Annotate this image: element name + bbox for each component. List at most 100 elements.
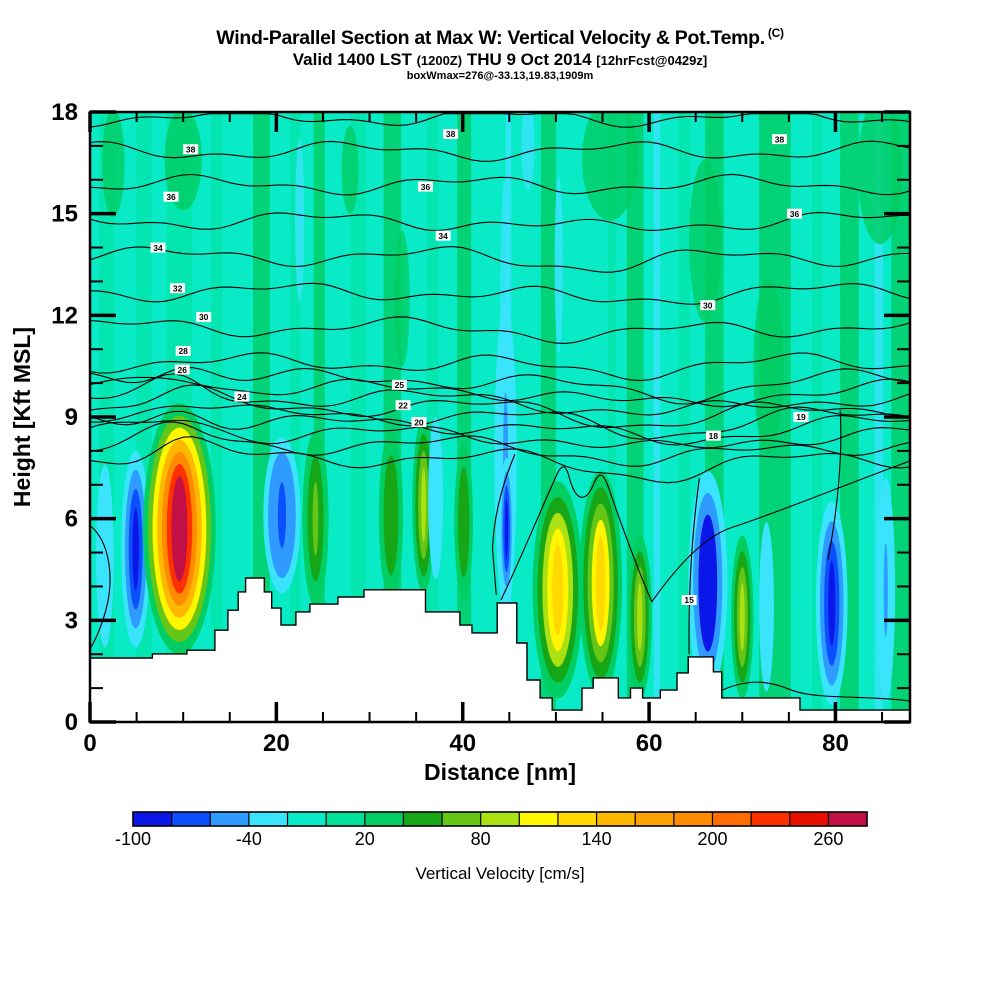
y-tick-label: 15 [51, 201, 78, 228]
contour-label-box [681, 595, 697, 605]
velocity-band [313, 112, 325, 722]
velocity-patch [753, 278, 784, 455]
chart-title-units: (C) [767, 26, 784, 40]
colorbar-segment [480, 812, 520, 826]
contour-label-box [395, 400, 411, 411]
updraft-cell-layer [388, 479, 394, 551]
contour-label-box [196, 312, 212, 323]
velocity-band [874, 112, 883, 722]
contour-label-box [417, 181, 433, 192]
title-block: Wind-Parallel Section at Max W: Vertical… [0, 26, 1000, 82]
colorbar-segment [210, 812, 250, 826]
colorbar-segment [596, 812, 636, 826]
chart-title-text: Wind-Parallel Section at Max W: Vertical… [216, 27, 765, 49]
terrain-outline [90, 577, 910, 711]
isotherm-line [90, 384, 910, 429]
contour-label-box [705, 430, 721, 441]
y-tick-label: 3 [65, 607, 78, 634]
velocity-patch [857, 112, 903, 245]
downdraft-cell-layer [828, 560, 836, 647]
updraft-cell-layer [171, 476, 188, 582]
y-axis-label: Height [Kft MSL] [9, 327, 35, 507]
velocity-band [653, 112, 661, 722]
colorbar-segment [751, 812, 791, 826]
downdraft-cell-layer [434, 464, 438, 533]
contour-label: 36 [166, 192, 176, 202]
contour-label-box [234, 391, 250, 402]
isotherm-line [90, 525, 111, 650]
contour-label-box [772, 134, 788, 145]
valid-date: THU 9 Oct 2014 [462, 50, 597, 69]
colorbar-segment [712, 812, 752, 826]
colorbar-segment [403, 812, 443, 826]
isotherm-line [722, 681, 910, 702]
colorbar-segment [519, 812, 559, 826]
chart-title: Wind-Parallel Section at Max W: Vertical… [0, 26, 1000, 50]
colorbar-tick-label: 200 [697, 829, 727, 849]
downdraft-cell-layer [883, 542, 888, 637]
velocity-band [608, 112, 616, 722]
colorbar-border [132, 811, 868, 827]
isotherm-line [90, 410, 910, 446]
velocity-patch [554, 176, 563, 353]
colorbar-segment [171, 812, 211, 826]
velocity-patch [582, 112, 638, 221]
contour-label: 36 [790, 209, 800, 219]
contour-label-box [700, 300, 716, 311]
contour-label-box [411, 417, 427, 428]
contour-label: 30 [703, 300, 713, 310]
colorbar: -100 -40 20 80 140 200 260 [115, 811, 868, 849]
contour-label-box [435, 230, 451, 241]
isotherm-line [90, 246, 910, 273]
contour-label-box [150, 242, 166, 253]
contour-label: 38 [186, 144, 196, 154]
contour-label: 18 [709, 431, 719, 441]
colorbar-tick-label: 80 [471, 829, 491, 849]
contour-label-box [443, 129, 459, 140]
downdraft-cell-layer [703, 536, 713, 631]
velocity-patch [295, 139, 305, 302]
colorbar-tick-label: 20 [355, 829, 375, 849]
colorbar-tick-label: -100 [115, 829, 151, 849]
isotherm-line [827, 410, 842, 560]
velocity-patch [102, 112, 125, 218]
contour-label: 26 [178, 365, 188, 375]
colorbar-tick-label: 260 [813, 829, 843, 849]
isotherm-line [90, 404, 910, 440]
x-tick-label: 40 [449, 730, 476, 757]
downdraft-cell-layer [504, 498, 509, 559]
velocity-patch [689, 159, 721, 323]
colorbar-segment [828, 812, 868, 826]
contour-label: 15 [684, 595, 694, 605]
isotherm-line [90, 373, 910, 416]
y-tick-label: 9 [65, 404, 78, 431]
y-tick-label: 6 [65, 506, 78, 533]
forecast-tag: [12hrFcst@0429z] [596, 53, 708, 68]
chart-subtitle: Valid 1400 LST (1200Z) THU 9 Oct 2014 [1… [0, 50, 1000, 70]
y-tick-label: 18 [51, 99, 78, 126]
colorbar-segment [133, 812, 173, 826]
updraft-cell-layer [421, 468, 427, 543]
velocity-band [678, 112, 691, 722]
contour-label-box [163, 191, 179, 202]
colorbar-segment [364, 812, 404, 826]
contour-label: 34 [153, 243, 163, 253]
contour-label: 19 [796, 412, 806, 422]
x-tick-label: 20 [263, 730, 290, 757]
velocity-band [350, 112, 366, 722]
colorbar-segment [248, 812, 289, 826]
velocity-band [812, 112, 823, 722]
velocity-band [290, 112, 301, 722]
contour-label: 28 [178, 346, 188, 356]
contour-label-box [170, 283, 186, 294]
isotherm-line [90, 282, 910, 305]
velocity-patch [164, 112, 202, 211]
velocity-band [211, 112, 223, 722]
x-tick-label: 60 [636, 730, 663, 757]
colorbar-caption: Vertical Velocity [cm/s] [415, 864, 584, 883]
downdraft-cell-layer [102, 517, 107, 595]
y-tick-label: 12 [51, 302, 78, 329]
velocity-patch [521, 112, 535, 190]
velocity-band [253, 112, 270, 722]
